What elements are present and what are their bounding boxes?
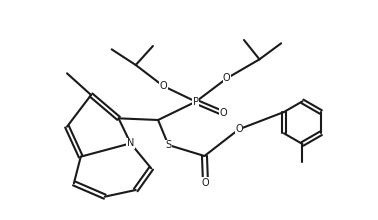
Text: S: S <box>165 140 172 150</box>
Text: O: O <box>235 124 243 134</box>
Text: N: N <box>127 138 134 148</box>
Text: O: O <box>202 178 209 188</box>
Text: O: O <box>160 81 167 91</box>
Text: P: P <box>193 97 199 107</box>
Text: O: O <box>220 108 227 118</box>
Text: O: O <box>223 73 231 83</box>
